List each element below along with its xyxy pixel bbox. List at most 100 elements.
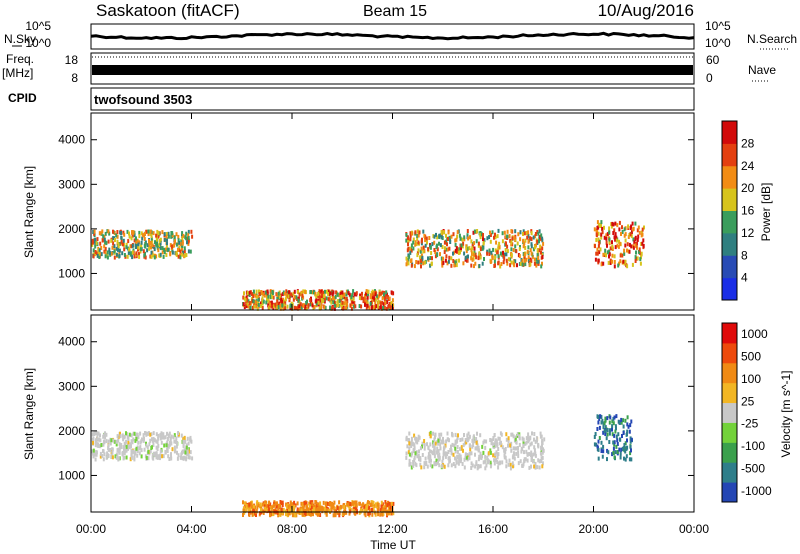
data-cell: [262, 502, 264, 507]
data-cell: [478, 464, 480, 469]
data-cell: [360, 508, 362, 513]
data-cell: [593, 227, 596, 232]
data-cell: [341, 300, 344, 305]
data-cell: [185, 253, 188, 257]
colorbar-segment: [722, 188, 737, 211]
data-cell: [423, 439, 426, 443]
data-cell: [500, 262, 503, 266]
data-cell: [353, 500, 356, 505]
data-cell: [270, 300, 273, 305]
data-cell: [130, 448, 133, 453]
data-cell: [271, 505, 274, 510]
data-cell: [429, 244, 432, 249]
data-cell: [171, 250, 174, 255]
data-cell: [510, 253, 513, 258]
data-cell: [503, 448, 506, 452]
data-cell: [105, 439, 108, 444]
data-cell: [506, 229, 509, 234]
data-cell: [318, 305, 321, 310]
data-cell: [183, 249, 186, 254]
data-cell: [169, 436, 172, 441]
data-cell: [490, 441, 493, 446]
data-cell: [388, 509, 391, 514]
data-cell: [423, 249, 426, 254]
data-cell: [437, 449, 440, 454]
data-cell: [272, 512, 275, 517]
data-cell: [454, 456, 456, 461]
data-cell: [436, 446, 439, 451]
data-cell: [484, 445, 487, 450]
data-cell: [332, 513, 335, 518]
data-cell: [493, 264, 496, 268]
data-cell: [468, 456, 471, 461]
data-cell: [333, 500, 336, 505]
data-cell: [389, 306, 392, 310]
data-cell: [187, 241, 190, 246]
data-cell: [600, 232, 603, 237]
data-cell: [111, 455, 114, 460]
data-cell: [101, 229, 104, 234]
colorbar-tick-label: -1000: [741, 484, 772, 498]
data-cell: [502, 260, 505, 265]
data-cell: [527, 233, 530, 238]
data-cell: [177, 431, 180, 435]
data-cell: [614, 429, 617, 434]
data-cell: [390, 501, 393, 506]
data-cell: [292, 297, 295, 302]
data-cell: [355, 503, 358, 508]
data-cell: [316, 512, 319, 517]
data-cell: [104, 246, 107, 251]
data-cell: [297, 298, 300, 303]
data-cell: [102, 234, 105, 239]
data-cell: [160, 440, 163, 445]
data-cell: [481, 444, 484, 449]
data-cell: [331, 501, 333, 506]
data-cell: [626, 415, 629, 420]
data-cell: [315, 511, 318, 516]
data-cell: [490, 438, 493, 443]
data-cell: [155, 233, 158, 238]
data-cell: [412, 237, 415, 242]
data-cell: [365, 291, 367, 296]
data-cell: [352, 289, 355, 294]
data-cell: [613, 235, 616, 240]
data-cell: [540, 250, 542, 255]
data-cell: [466, 437, 469, 442]
data-cell: [454, 449, 457, 454]
data-cell: [613, 433, 616, 438]
data-cell: [253, 508, 256, 513]
data-cell: [529, 442, 532, 447]
data-cell: [432, 431, 435, 436]
data-cell: [533, 448, 536, 453]
data-cell: [418, 449, 420, 454]
data-cell: [123, 434, 126, 439]
data-cell: [606, 428, 609, 432]
data-cell: [457, 229, 460, 234]
data-cell: [613, 440, 616, 445]
data-cell: [417, 453, 420, 458]
data-cell: [185, 445, 188, 450]
data-cell: [508, 234, 511, 239]
data-cell: [471, 243, 474, 248]
data-cell: [533, 432, 536, 436]
data-cell: [131, 250, 134, 255]
data-cell: [611, 452, 614, 457]
data-cell: [302, 289, 305, 294]
data-cell: [101, 238, 104, 243]
data-cell: [501, 239, 504, 244]
data-cell: [526, 458, 529, 463]
data-cell: [497, 246, 500, 251]
data-cell: [611, 247, 614, 251]
data-cell: [410, 263, 413, 268]
data-cell: [363, 509, 366, 514]
data-cell: [183, 439, 186, 444]
data-cell: [179, 242, 182, 246]
data-cell: [142, 233, 144, 238]
data-cell: [434, 254, 437, 259]
data-cell: [423, 465, 426, 470]
data-cell: [458, 258, 460, 263]
nave-ytick-bottom: 0: [706, 71, 713, 85]
data-cell: [179, 455, 182, 460]
data-cell: [133, 233, 136, 238]
data-cell: [421, 453, 424, 457]
